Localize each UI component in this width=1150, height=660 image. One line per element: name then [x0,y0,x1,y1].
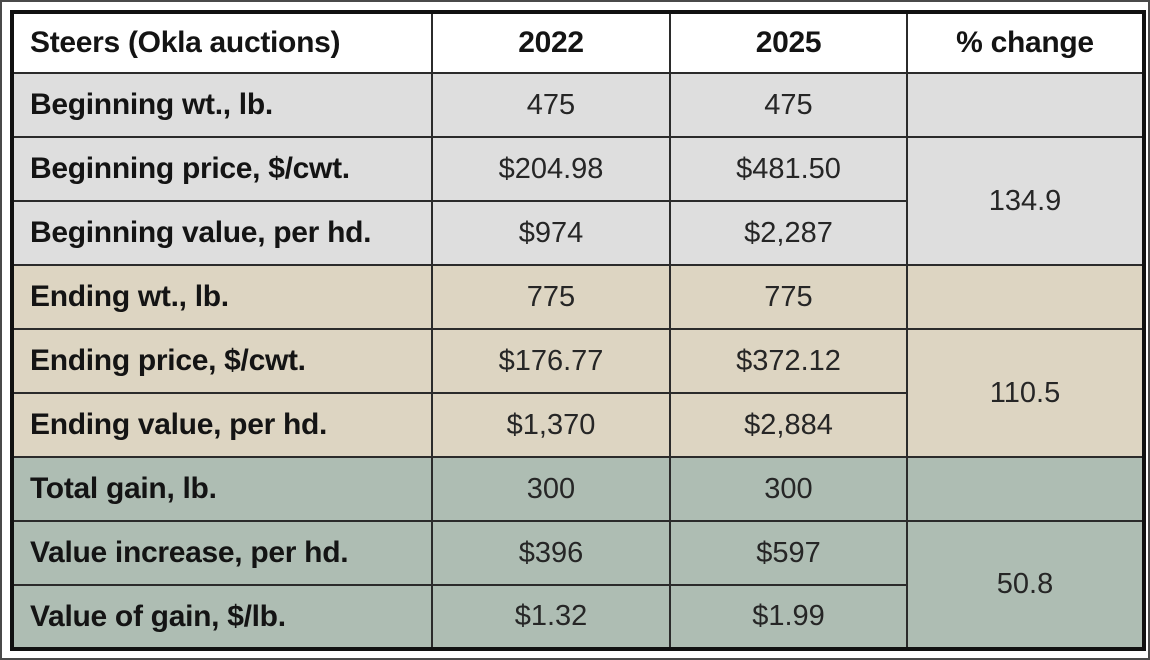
row-label: Value of gain, $/lb. [11,584,433,650]
col-header-2022: 2022 [431,11,671,74]
table-row-value-increase: Value increase, per hd. $396 $597 50.8 [11,520,1145,650]
cell-2022: $974 [431,200,671,266]
cell-pct-change-beginning: 134.9 [906,136,1145,266]
cell-2022: $204.98 [431,136,671,202]
row-label: Ending price, $/cwt. [11,328,433,394]
cell-2025: $2,287 [669,200,908,266]
table-row-ending-wt: Ending wt., lb. 775 775 [11,264,1145,330]
steers-price-table: Steers (Okla auctions) 2022 2025 % chang… [10,10,1146,651]
cell-2025: 775 [669,264,908,330]
table-row-ending-value: Ending value, per hd. $1,370 $2,884 [11,392,1144,458]
row-label: Ending value, per hd. [11,392,433,458]
row-label: Beginning price, $/cwt. [11,136,433,202]
cell-2025: 300 [669,456,908,522]
table-row-beginning-wt: Beginning wt., lb. 475 475 [11,72,1145,138]
cell-2025: 475 [669,72,908,138]
table-row-beginning-value: Beginning value, per hd. $974 $2,287 [11,200,1144,266]
cell-pct-empty [906,456,1145,522]
table-title: Steers (Okla auctions) [11,11,433,74]
cell-2025: $1.99 [669,584,908,650]
cell-2025: $372.12 [669,328,908,394]
row-label: Ending wt., lb. [11,264,433,330]
cell-2022: 475 [431,72,671,138]
cell-2022: 300 [431,456,671,522]
cell-pct-empty [906,72,1145,138]
table-row-ending-price: Ending price, $/cwt. $176.77 $372.12 110… [11,328,1145,458]
cell-2022: $1.32 [431,584,671,650]
row-label: Total gain, lb. [11,456,433,522]
header-row: Steers (Okla auctions) 2022 2025 % chang… [11,11,1145,74]
cell-pct-empty [906,264,1145,330]
cell-2022: $1,370 [431,392,671,458]
cell-2025: $481.50 [669,136,908,202]
cell-2025: $2,884 [669,392,908,458]
row-label: Beginning value, per hd. [11,200,433,266]
cell-pct-change-ending: 110.5 [906,328,1145,458]
row-label: Beginning wt., lb. [11,72,433,138]
cell-2022: $396 [431,520,671,586]
table-row-beginning-price: Beginning price, $/cwt. $204.98 $481.50 … [11,136,1145,266]
cell-2022: $176.77 [431,328,671,394]
table-row-total-gain: Total gain, lb. 300 300 [11,456,1145,522]
cell-2022: 775 [431,264,671,330]
cell-2025: $597 [669,520,908,586]
col-header-pct-change: % change [906,11,1145,74]
col-header-2025: 2025 [669,11,908,74]
table-row-value-of-gain: Value of gain, $/lb. $1.32 $1.99 [11,584,1144,650]
cell-pct-change-gain: 50.8 [906,520,1145,650]
row-label: Value increase, per hd. [11,520,433,586]
